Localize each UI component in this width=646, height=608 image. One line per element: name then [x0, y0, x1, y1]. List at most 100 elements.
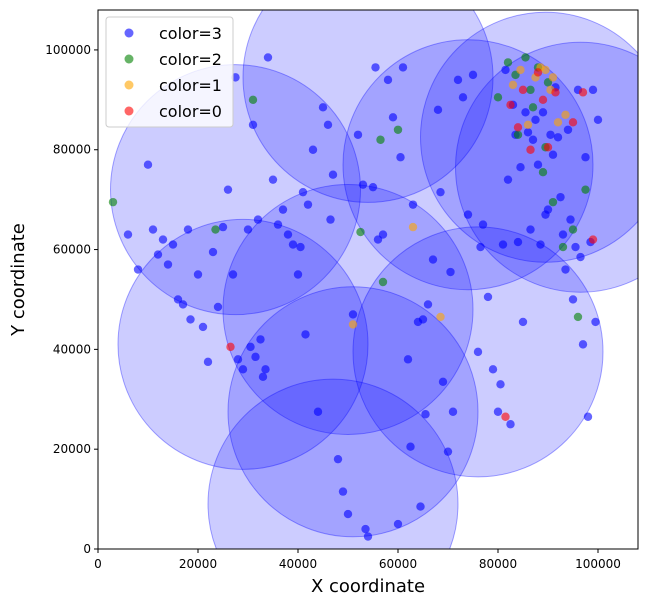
data-point: [566, 215, 575, 224]
legend-label: color=0: [159, 102, 222, 121]
data-point: [403, 355, 413, 364]
data-point: [528, 103, 538, 112]
data-point: [348, 320, 358, 329]
data-point: [318, 103, 328, 112]
data-point: [213, 302, 223, 312]
data-point: [531, 115, 540, 124]
data-point: [588, 85, 598, 95]
data-point: [396, 153, 405, 162]
data-point: [376, 135, 385, 144]
data-point: [561, 265, 570, 274]
x-axis-label: X coordinate: [311, 576, 425, 597]
data-point: [228, 270, 238, 279]
data-point: [578, 88, 588, 97]
data-point: [223, 185, 233, 194]
series-color-0: [226, 68, 598, 421]
data-point: [526, 225, 535, 234]
data-point: [328, 170, 338, 179]
data-point: [473, 347, 483, 357]
data-point: [398, 63, 408, 72]
y-tick-label: 80000: [53, 143, 91, 157]
data-point: [248, 120, 258, 129]
coverage-circle: [117, 218, 369, 470]
data-point: [123, 230, 133, 239]
data-point: [581, 185, 590, 194]
data-point: [446, 267, 455, 277]
data-point: [433, 105, 443, 115]
data-point: [513, 123, 523, 132]
data-point: [548, 150, 558, 159]
data-point: [301, 330, 310, 339]
data-point: [388, 113, 398, 122]
data-point: [521, 108, 530, 117]
data-point: [506, 100, 515, 110]
data-point: [538, 95, 548, 105]
data-point: [198, 322, 208, 332]
data-point: [428, 255, 438, 264]
data-point: [313, 407, 323, 416]
legend-marker: [124, 80, 134, 90]
data-point: [211, 225, 220, 234]
x-tick-label: 20000: [179, 557, 217, 571]
data-point: [293, 270, 303, 279]
data-point: [506, 420, 515, 429]
data-point: [371, 63, 380, 72]
data-point: [513, 130, 523, 139]
data-point: [436, 187, 445, 197]
data-point: [488, 365, 498, 374]
data-point: [268, 175, 278, 184]
x-tick-label: 0: [94, 557, 102, 571]
data-point: [168, 240, 178, 249]
data-point: [561, 110, 570, 120]
data-point: [233, 355, 243, 364]
data-point: [463, 210, 473, 219]
y-axis-ticks: 0 20000 40000 60000 80000 100000: [45, 43, 98, 556]
legend: color=3 color=2 color=1 color=0: [105, 16, 234, 128]
data-point: [383, 75, 393, 85]
data-point: [513, 237, 523, 247]
data-point: [186, 315, 195, 324]
data-point: [493, 93, 503, 102]
coverage-circle: [227, 286, 479, 538]
data-point: [408, 200, 418, 209]
data-point: [248, 95, 258, 105]
data-point: [363, 532, 373, 541]
data-point: [548, 73, 558, 82]
data-point: [573, 312, 583, 322]
data-point: [523, 128, 533, 137]
data-point: [553, 118, 563, 127]
data-point: [501, 65, 510, 75]
coverage-circle: [455, 41, 638, 293]
data-point: [278, 205, 288, 214]
data-point: [526, 145, 535, 154]
data-point: [538, 108, 548, 117]
data-point: [323, 120, 333, 129]
data-point: [258, 372, 268, 382]
coverage-circle: [242, 10, 494, 203]
data-point: [518, 317, 528, 327]
data-point: [238, 365, 248, 374]
data-point: [553, 133, 563, 142]
data-point: [296, 242, 305, 252]
data-point: [343, 509, 353, 519]
series-color-1: [348, 63, 570, 329]
data-point: [476, 242, 485, 252]
data-point: [288, 240, 298, 249]
legend-label: color=1: [159, 76, 222, 95]
legend-label: color=3: [159, 24, 222, 43]
data-point: [358, 180, 368, 189]
data-point: [421, 410, 430, 419]
data-point: [338, 487, 348, 496]
legend-box: [105, 16, 234, 128]
data-point: [251, 352, 260, 362]
data-point: [443, 447, 453, 456]
data-point: [243, 225, 253, 234]
data-point: [493, 407, 503, 416]
legend-marker: [124, 28, 134, 38]
data-point: [548, 197, 558, 207]
series-color-3: [123, 53, 603, 541]
data-point: [393, 125, 403, 134]
data-point: [543, 143, 553, 152]
data-point: [501, 412, 510, 421]
